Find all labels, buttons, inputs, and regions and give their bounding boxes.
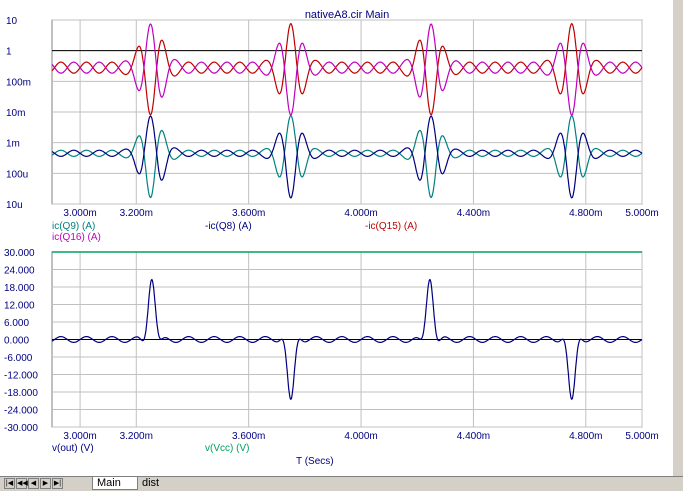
series-ic-q15[interactable] xyxy=(51,23,643,116)
upper-y-tick-label: 1 xyxy=(6,47,12,58)
upper-y-tick-label: 100m xyxy=(6,77,31,88)
plot-title: nativeA8.cir Main xyxy=(305,9,389,21)
vertical-scrollbar[interactable] xyxy=(672,0,683,476)
plot-canvas[interactable]: nativeA8.cir Main 10 1 100m 10m 1m 100u 10u 3.0… xyxy=(0,0,672,476)
last-icon[interactable]: ▶| xyxy=(52,478,63,489)
legend-v-out[interactable]: v(out) (V) xyxy=(52,443,94,454)
tab-bar: |◀ ◀◀ ◀ ▶ ▶| Main dist xyxy=(0,476,683,491)
upper-y-tick-label: 100u xyxy=(6,169,28,180)
legend-ic-q15[interactable]: -ic(Q15) (A) xyxy=(365,221,417,232)
upper-y-tick-label: 10 xyxy=(6,16,18,27)
series-v-out[interactable] xyxy=(51,278,643,400)
legend-ic-q8[interactable]: -ic(Q8) (A) xyxy=(205,221,252,232)
lower-x-tick-label: 3.600m xyxy=(232,431,265,442)
lower-x-tick-label: 3.000m xyxy=(63,431,96,442)
next-icon[interactable]: ▶ xyxy=(40,478,51,489)
series-ic-q16[interactable] xyxy=(51,23,643,116)
lower-y-tick-label: 6.000 xyxy=(4,318,29,329)
legend-v-vcc[interactable]: v(Vcc) (V) xyxy=(205,443,249,454)
prev-icon[interactable]: ◀ xyxy=(28,478,39,489)
prev-page-icon[interactable]: ◀◀ xyxy=(16,478,28,489)
lower-y-tick-label: 12.000 xyxy=(4,301,35,312)
upper-x-tick-label: 3.600m xyxy=(232,208,265,219)
lower-y-tick-label: 0.000 xyxy=(4,336,29,347)
upper-x-tick-label: 4.800m xyxy=(569,208,602,219)
tab-main[interactable]: Main xyxy=(92,477,138,490)
lower-y-tick-label: -18.000 xyxy=(4,388,38,399)
series-ic-q9[interactable] xyxy=(51,115,643,199)
lower-x-tick-label: 3.200m xyxy=(120,431,153,442)
upper-x-tick-label: 4.000m xyxy=(344,208,377,219)
lower-x-tick-label: 4.400m xyxy=(457,431,490,442)
lower-x-tick-label: 4.800m xyxy=(569,431,602,442)
lower-y-tick-label: -6.000 xyxy=(4,353,33,364)
plot-window: nativeA8.cir Main 10 1 100m 10m 1m 100u 10u 3.0… xyxy=(0,0,674,477)
series-ic-q8[interactable] xyxy=(51,115,643,199)
lower-y-tick-label: -12.000 xyxy=(4,371,38,382)
upper-x-tick-label: 3.000m xyxy=(63,208,96,219)
lower-y-tick-label: 18.000 xyxy=(4,283,35,294)
lower-y-tick-label: -30.000 xyxy=(4,423,38,434)
upper-x-tick-label: 5.000m xyxy=(625,208,658,219)
legend-ic-q9[interactable]: ic(Q9) (A) xyxy=(52,221,95,232)
upper-y-tick-label: 10u xyxy=(6,200,23,211)
legend-ic-q16[interactable]: ic(Q16) (A) xyxy=(52,232,101,243)
x-axis-label: T (Secs) xyxy=(296,456,334,467)
lower-y-tick-label: 30.000 xyxy=(4,248,35,259)
lower-x-tick-label: 5.000m xyxy=(625,431,658,442)
upper-x-tick-label: 3.200m xyxy=(120,208,153,219)
lower-x-tick-label: 4.000m xyxy=(344,431,377,442)
tab-dist[interactable]: dist xyxy=(142,477,160,489)
lower-y-tick-label: 24.000 xyxy=(4,266,35,277)
upper-plot: 10 1 100m 10m 1m 100u 10u 3.000m 3.200m 3.600m 4.0… xyxy=(6,16,659,219)
first-icon[interactable]: |◀ xyxy=(4,478,15,489)
lower-plot: 30.000 24.000 18.000 12.000 6.000 0.000 -6.000… xyxy=(4,248,659,442)
upper-x-tick-label: 4.400m xyxy=(457,208,490,219)
lower-y-tick-label: -24.000 xyxy=(4,406,38,417)
upper-y-tick-label: 10m xyxy=(6,108,25,119)
legends: ic(Q9) (A) ic(Q16) (A) -ic(Q8) (A) -ic(Q… xyxy=(52,221,417,467)
upper-y-tick-label: 1m xyxy=(6,139,20,150)
